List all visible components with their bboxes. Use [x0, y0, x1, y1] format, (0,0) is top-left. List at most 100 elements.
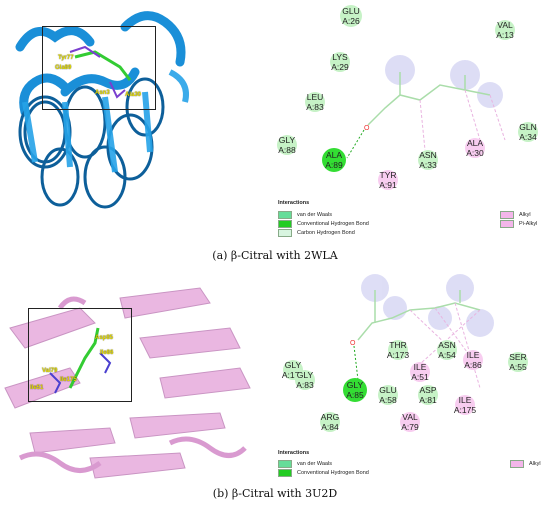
residue-position: A:81: [419, 395, 437, 405]
residue-name: ILE: [466, 350, 480, 360]
residue-position: A:55: [509, 362, 527, 372]
legend-item: Alkyl: [500, 210, 537, 219]
residue-name: ARG: [320, 412, 340, 422]
structure-residue-label: Ile51: [30, 385, 44, 391]
residue-position: A:173: [386, 350, 410, 360]
residue-node: ILE A:86: [463, 350, 483, 370]
residue-position: A:83: [306, 102, 324, 112]
residue-name: GLY: [284, 360, 302, 370]
residue-node: VAL A:79: [400, 412, 420, 432]
residue-node: GLY A:85: [343, 378, 367, 402]
residue-node: TYR A:91: [378, 170, 398, 190]
residue-name: GLY: [278, 135, 296, 145]
residue-position: A:33: [419, 160, 437, 170]
legend-label: Alkyl: [529, 460, 541, 467]
residue-position: A:58: [379, 395, 397, 405]
residue-node: ILE A:51: [410, 362, 430, 382]
binding-site-box: [28, 308, 132, 402]
legend-swatch: [510, 459, 524, 468]
structure-residue-label: Tyr77: [58, 55, 74, 61]
residue-name: ILE: [458, 395, 472, 405]
residue-name: GLN: [519, 122, 537, 132]
legend-item: Alkyl: [510, 459, 541, 468]
residue-name: GLU: [379, 385, 397, 395]
legend-title: Interactions: [278, 200, 310, 206]
structure-residue-label: Gla89: [55, 65, 72, 71]
residue-position: A:13: [496, 30, 514, 40]
residue-name: LYS: [332, 52, 348, 62]
ligand-2d-diagram-b: O: [350, 274, 494, 389]
residue-node: ALA A:30: [465, 138, 485, 158]
residue-name: GLY: [346, 380, 364, 390]
legend-swatch: [500, 210, 514, 219]
panel-b: Asp85 Ile86 Val79 Ile175 Ile51 O GLY A:172 THR…: [0, 268, 550, 483]
residue-name: THR: [389, 340, 407, 350]
residue-name: ALA: [325, 150, 343, 160]
legend-swatch: [278, 459, 292, 468]
residue-position: A:34: [519, 132, 537, 142]
residue-name: VAL: [497, 20, 513, 30]
structure-residue-label: Ile86: [100, 350, 114, 356]
legend-swatch: [500, 219, 514, 228]
residue-node: ASN A:33: [418, 150, 438, 170]
residue-node: GLU A:58: [378, 385, 398, 405]
residue-position: A:88: [278, 145, 296, 155]
ligand-2d-diagram-a: O: [346, 55, 506, 159]
residue-position: A:175: [453, 405, 477, 415]
caption-a: (a) β-Citral with 2WLA: [212, 249, 338, 262]
residue-node: GLN A:34: [518, 122, 538, 142]
residue-node: GLY A:88: [277, 135, 297, 155]
legend-label: van der Waals: [297, 460, 332, 467]
legend-label: Conventional Hydrogen Bond: [297, 220, 369, 227]
structure-residue-label: Ala30: [125, 92, 142, 98]
residue-name: SER: [509, 352, 527, 362]
residue-name: ALA: [466, 138, 484, 148]
residue-node: GLY A:83: [295, 370, 315, 390]
legend-a: Interactions van der Waals Conventional H…: [278, 200, 548, 240]
residue-position: A:30: [466, 148, 484, 158]
legend-item: Conventional Hydrogen Bond: [278, 219, 369, 228]
residue-position: A:86: [464, 360, 482, 370]
legend-item: Conventional Hydrogen Bond: [278, 468, 369, 477]
residue-position: A:29: [331, 62, 349, 72]
protein-structure-3u2d: [4, 287, 251, 479]
residue-position: A:84: [321, 422, 339, 432]
residue-node: ILE A:175: [453, 395, 477, 415]
legend-swatch: [278, 219, 292, 228]
residue-position: A:172: [281, 370, 305, 380]
residue-name: VAL: [402, 412, 418, 422]
residue-name: ASN: [438, 340, 456, 350]
residue-position: A:51: [411, 372, 429, 382]
legend-swatch: [278, 210, 292, 219]
residue-node: ASP A:81: [418, 385, 438, 405]
residue-node: LEU A:83: [305, 92, 325, 112]
legend-label: Alkyl: [519, 211, 531, 218]
residue-name: ASP: [419, 385, 437, 395]
residue-name: GLY: [296, 370, 314, 380]
residue-position: A:85: [346, 390, 364, 400]
residue-node: THR A:173: [386, 340, 410, 360]
residue-position: A:91: [379, 180, 397, 190]
residue-node: SER A:55: [508, 352, 528, 372]
legend-item: Pi-Alkyl: [500, 219, 537, 228]
residue-name: ILE: [413, 362, 427, 372]
residue-position: A:89: [325, 160, 343, 170]
legend-label: Conventional Hydrogen Bond: [297, 469, 369, 476]
residue-name: LEU: [306, 92, 324, 102]
residue-position: A:26: [342, 16, 360, 26]
legend-b: Interactions van der Waals Conventional H…: [278, 450, 548, 480]
binding-site-box: [42, 26, 156, 110]
legend-title: Interactions: [278, 450, 310, 456]
structure-residue-label: Asn3: [95, 90, 110, 96]
residue-node: ALA A:89: [322, 148, 346, 172]
residue-position: A:79: [401, 422, 419, 432]
structure-residue-label: Asp85: [95, 335, 114, 341]
residue-node: ARG A:84: [320, 412, 340, 432]
residue-node: VAL A:13: [495, 20, 515, 40]
protein-structure-2wla: [15, 11, 189, 209]
residue-position: A:54: [438, 350, 456, 360]
legend-item: van der Waals: [278, 210, 369, 219]
svg-text:O: O: [350, 340, 356, 347]
legend-swatch: [278, 468, 292, 477]
legend-item: Carbon Hydrogen Bond: [278, 228, 369, 237]
